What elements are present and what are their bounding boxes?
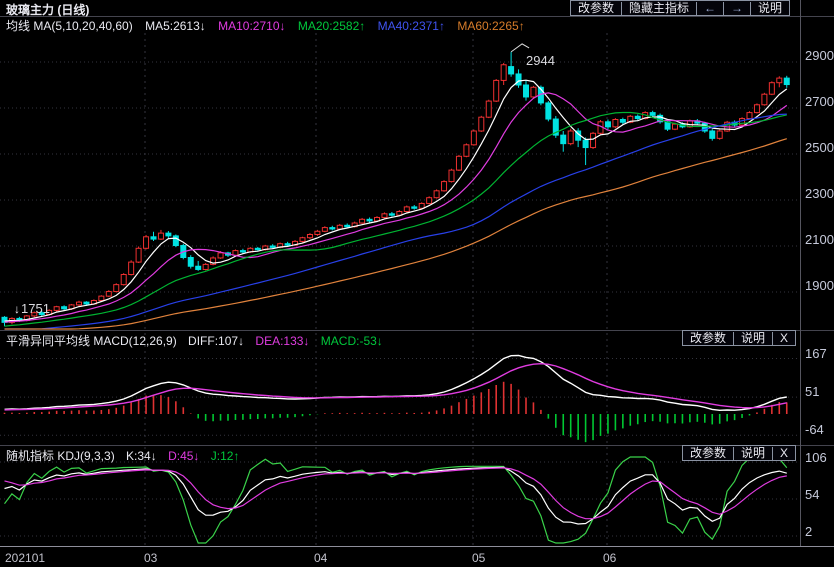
dea-value: DEA:133↓ (255, 334, 310, 348)
macd-value: MACD:-53↓ (320, 334, 383, 348)
scroll-left-button[interactable]: ← (695, 1, 723, 15)
ma40-value: MA40:2371↑ (377, 19, 445, 33)
diff-value: DIFF:107↓ (188, 334, 245, 348)
low-price-annotation: ↓1751 (14, 301, 50, 316)
edit-params-button[interactable]: 改参数 (577, 0, 614, 15)
main-toolbar: 改参数 隐藏主指标 ← → 说明 (569, 0, 790, 16)
ma-legend: 均线 MA(5,10,20,40,60) MA5:2613↓ MA10:2710… (6, 17, 534, 34)
macd-toolbar: 改参数 说明 X (681, 330, 796, 346)
k-value: K:34↓ (126, 449, 157, 463)
time-axis-label: 04 (314, 551, 328, 565)
kdj-toolbar: 改参数 说明 X (681, 445, 796, 461)
kdj-title-label: 随机指标 KDJ(9,3,3) (6, 449, 115, 463)
ma5-value: MA5:2613↓ (145, 19, 206, 33)
time-axis-label: 03 (144, 551, 158, 565)
time-axis-label: 05 (472, 551, 486, 565)
price-axis-label: 1900 (805, 278, 834, 293)
macd-legend: 平滑异同平均线 MACD(12,26,9) DIFF:107↓ DEA:133↓… (6, 332, 391, 349)
kdj-close-button[interactable]: X (771, 446, 795, 460)
kdj-axis-label: 2 (805, 523, 813, 539)
help-button[interactable]: 说明 (749, 1, 789, 15)
price-axis-label: 2900 (805, 48, 834, 63)
price-axis-label: 2300 (805, 186, 834, 201)
macd-title-label: 平滑异同平均线 MACD(12,26,9) (6, 334, 177, 348)
low-price-text: 1751 (21, 301, 50, 316)
macd-edit-params-button[interactable]: 改参数 (689, 330, 726, 345)
scroll-right-button[interactable]: → (722, 1, 750, 15)
kdj-axis-label: 54 (805, 487, 820, 502)
macd-axis-label: 51 (805, 384, 820, 400)
price-axis-label: 2700 (805, 94, 834, 109)
low-arrow-icon: ↓ (14, 302, 20, 316)
kdj-help-button[interactable]: 说明 (732, 446, 772, 460)
time-axis-label: 202101 (5, 551, 46, 565)
instrument-title: 玻璃主力 (日线) (6, 3, 90, 17)
time-axis-label: 06 (603, 551, 617, 565)
ma60-value: MA60:2265↑ (457, 19, 525, 33)
macd-close-button[interactable]: X (771, 331, 795, 345)
price-axis-label: 2100 (805, 232, 834, 247)
ma20-value: MA20:2582↑ (297, 19, 366, 33)
kdj-edit-params-button[interactable]: 改参数 (689, 445, 726, 460)
macd-axis-label: -64 (805, 422, 824, 438)
j-value: J:12↑ (210, 449, 240, 463)
high-price-annotation: 2944 (526, 53, 555, 68)
macd-axis-label: 167 (805, 345, 827, 361)
kdj-axis-label: 106 (805, 450, 827, 466)
ma10-value: MA10:2710↓ (218, 19, 286, 33)
hide-main-indicator-button[interactable]: 隐藏主指标 (620, 1, 696, 15)
price-axis-label: 2500 (805, 140, 834, 155)
kdj-legend: 随机指标 KDJ(9,3,3) K:34↓ D:45↓ J:12↑ (6, 447, 247, 464)
d-value: D:45↓ (168, 449, 200, 463)
macd-help-button[interactable]: 说明 (732, 331, 772, 345)
ma-prefix-label: 均线 MA(5,10,20,40,60) (6, 19, 133, 33)
title-bar: 玻璃主力 (日线) 改参数 隐藏主指标 ← → 说明 (0, 0, 834, 17)
